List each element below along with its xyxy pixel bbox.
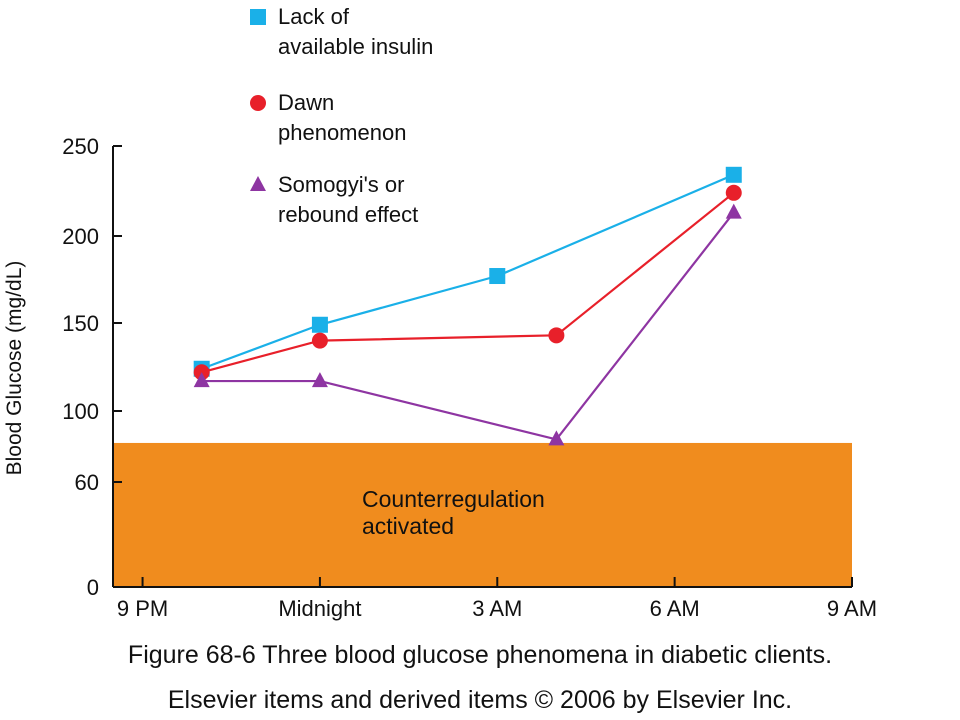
legend-triangle-icon bbox=[250, 176, 266, 191]
series-line-0 bbox=[201, 173, 735, 370]
legend-circle-icon bbox=[250, 95, 266, 111]
legend-label-line: phenomenon bbox=[278, 120, 406, 145]
data-point-triangle bbox=[725, 203, 742, 219]
band-label-line: Counterregulation bbox=[362, 486, 545, 512]
data-point-square bbox=[489, 268, 506, 285]
y-tick-label: 250 bbox=[62, 134, 99, 159]
series-line-2 bbox=[201, 211, 735, 441]
data-point-triangle bbox=[311, 372, 328, 388]
y-tick-label: 0 bbox=[87, 575, 99, 600]
data-point-triangle bbox=[193, 372, 210, 388]
x-tick-label: Midnight bbox=[278, 596, 361, 621]
y-axis-title: Blood Glucose (mg/dL) bbox=[3, 261, 26, 476]
data-point-square bbox=[725, 166, 742, 183]
data-point-circle bbox=[725, 184, 742, 201]
legend-label-line: Somogyi's or bbox=[278, 172, 404, 197]
legend-square-icon bbox=[250, 9, 266, 25]
figure-caption: Figure 68-6 Three blood glucose phenomen… bbox=[127, 641, 833, 669]
legend-label-line: Lack of bbox=[278, 4, 350, 29]
y-tick-label: 150 bbox=[62, 311, 99, 336]
x-tick-label: 3 AM bbox=[472, 596, 522, 621]
x-tick-label: 9 PM bbox=[117, 596, 168, 621]
counterregulation-band bbox=[113, 442, 852, 587]
data-point-circle bbox=[311, 332, 328, 349]
series-line-1 bbox=[201, 191, 735, 374]
x-tick-label: 6 AM bbox=[650, 596, 700, 621]
legend-label-line: rebound effect bbox=[278, 202, 418, 227]
band-label-line: activated bbox=[362, 513, 454, 539]
y-tick-label: 200 bbox=[62, 224, 99, 249]
data-point-circle bbox=[548, 327, 565, 344]
legend-label-line: Dawn bbox=[278, 90, 334, 115]
copyright-notice: Elsevier items and derived items © 2006 … bbox=[167, 686, 793, 714]
y-tick-label: 100 bbox=[62, 399, 99, 424]
data-point-square bbox=[311, 316, 328, 333]
x-tick-label: 9 AM bbox=[827, 596, 877, 621]
legend-label-line: available insulin bbox=[278, 34, 433, 59]
y-tick-label: 60 bbox=[75, 470, 99, 495]
data-point-triangle bbox=[548, 430, 565, 446]
